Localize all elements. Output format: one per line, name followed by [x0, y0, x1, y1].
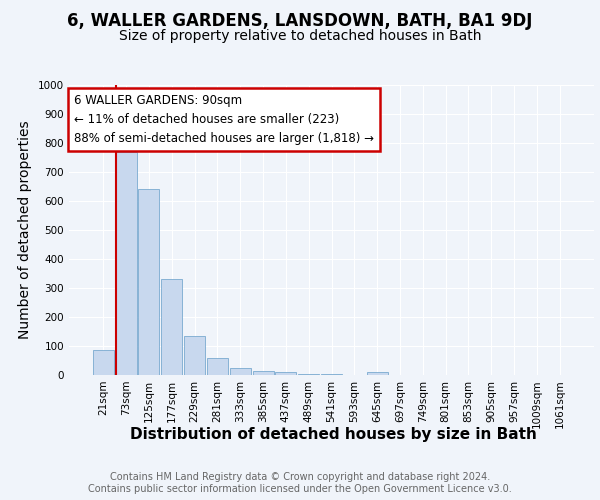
Bar: [298, 374, 319, 375]
Y-axis label: Number of detached properties: Number of detached properties: [19, 120, 32, 340]
Text: 6, WALLER GARDENS, LANSDOWN, BATH, BA1 9DJ: 6, WALLER GARDENS, LANSDOWN, BATH, BA1 9…: [67, 12, 533, 30]
Bar: [253, 370, 274, 375]
Bar: [116, 152, 137, 375]
Text: 6 WALLER GARDENS: 90sqm
← 11% of detached houses are smaller (223)
88% of semi-d: 6 WALLER GARDENS: 90sqm ← 11% of detache…: [74, 94, 374, 144]
Bar: [184, 336, 205, 375]
Text: Distribution of detached houses by size in Bath: Distribution of detached houses by size …: [130, 428, 536, 442]
Bar: [161, 280, 182, 375]
Text: Contains HM Land Registry data © Crown copyright and database right 2024.
Contai: Contains HM Land Registry data © Crown c…: [88, 472, 512, 494]
Bar: [367, 372, 388, 375]
Bar: [230, 368, 251, 375]
Bar: [275, 372, 296, 375]
Bar: [321, 374, 342, 375]
Bar: [93, 350, 114, 375]
Text: Size of property relative to detached houses in Bath: Size of property relative to detached ho…: [119, 29, 481, 43]
Bar: [207, 358, 228, 375]
Bar: [139, 190, 160, 375]
